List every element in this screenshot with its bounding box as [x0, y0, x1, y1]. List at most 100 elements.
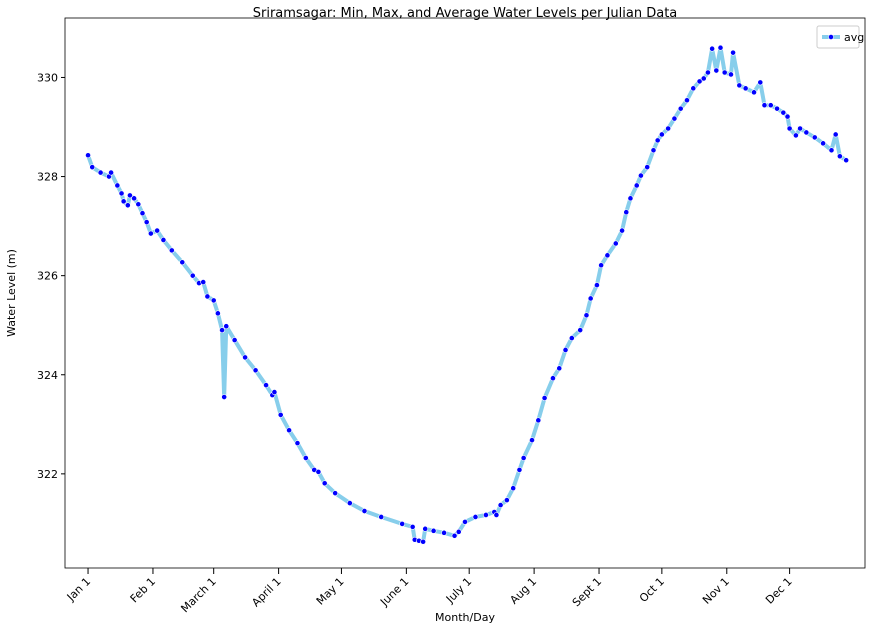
- marker: [321, 480, 328, 487]
- marker: [315, 468, 322, 475]
- marker: [378, 514, 385, 520]
- x-tick-label: April 1: [249, 575, 283, 609]
- marker: [684, 97, 690, 104]
- y-tick-label: 326: [37, 270, 58, 283]
- marker: [633, 182, 640, 189]
- marker: [520, 455, 527, 461]
- marker: [286, 427, 292, 434]
- marker: [568, 335, 575, 341]
- marker: [721, 69, 728, 76]
- marker: [742, 85, 749, 92]
- marker: [774, 105, 780, 112]
- marker: [168, 247, 175, 254]
- marker: [127, 192, 133, 199]
- marker: [399, 521, 406, 527]
- marker: [430, 527, 437, 534]
- marker: [231, 337, 238, 343]
- legend: avg: [816, 25, 864, 49]
- marker: [713, 67, 720, 74]
- marker: [709, 45, 716, 52]
- marker: [751, 89, 757, 96]
- marker: [583, 312, 590, 319]
- marker: [462, 519, 468, 525]
- marker: [780, 109, 787, 116]
- marker: [550, 375, 556, 382]
- marker: [118, 190, 125, 197]
- marker: [535, 417, 542, 424]
- x-tick-label: Oct 1: [637, 575, 667, 605]
- marker: [705, 69, 711, 76]
- marker: [277, 411, 284, 418]
- x-tick-label: March 1: [178, 575, 218, 615]
- marker: [223, 323, 230, 330]
- marker: [420, 538, 427, 545]
- marker: [263, 382, 269, 389]
- marker: [332, 490, 339, 497]
- marker: [294, 440, 301, 447]
- marker: [200, 279, 207, 285]
- x-tick-label: July 1: [443, 575, 474, 606]
- x-tick-label: Dec 1: [763, 575, 795, 607]
- marker: [483, 512, 489, 518]
- marker: [598, 262, 605, 269]
- x-tick-label: Nov 1: [700, 575, 732, 607]
- y-tick-label: 330: [37, 71, 58, 84]
- marker: [451, 532, 458, 539]
- marker: [623, 209, 630, 216]
- marker: [671, 115, 678, 122]
- marker: [120, 198, 127, 205]
- marker: [832, 131, 839, 138]
- marker: [346, 500, 353, 506]
- marker: [665, 125, 672, 132]
- marker: [619, 227, 625, 234]
- marker: [803, 129, 810, 136]
- marker: [271, 389, 278, 395]
- marker: [221, 394, 228, 400]
- marker: [503, 497, 510, 504]
- legend-marker: [828, 34, 834, 40]
- marker: [612, 240, 619, 247]
- marker: [556, 365, 563, 372]
- marker: [677, 105, 684, 112]
- marker: [843, 157, 850, 164]
- marker: [562, 347, 569, 353]
- marker: [85, 152, 91, 159]
- x-axis-label: Month/Day: [435, 611, 495, 624]
- marker: [820, 140, 827, 147]
- y-tick-label: 322: [37, 468, 58, 481]
- marker: [510, 485, 517, 492]
- marker: [650, 147, 657, 154]
- marker: [654, 137, 661, 144]
- marker: [97, 169, 104, 176]
- marker: [135, 201, 142, 208]
- marker: [154, 227, 161, 234]
- marker: [493, 512, 500, 518]
- marker: [594, 282, 600, 288]
- x-tick-label: June 1: [377, 575, 411, 609]
- marker: [361, 508, 368, 514]
- x-tick-label: Sept 1: [570, 575, 604, 609]
- marker: [786, 125, 793, 132]
- marker: [472, 514, 479, 520]
- marker: [210, 297, 217, 304]
- marker: [160, 237, 167, 243]
- marker: [219, 327, 225, 334]
- marker: [108, 169, 114, 176]
- marker: [242, 354, 249, 361]
- marker: [124, 202, 131, 209]
- marker: [690, 85, 697, 92]
- marker: [638, 172, 644, 179]
- x-tick-label: Aug 1: [507, 575, 539, 607]
- marker: [143, 219, 150, 226]
- marker: [147, 230, 154, 237]
- marker: [179, 259, 186, 266]
- marker: [761, 102, 768, 109]
- line: [86, 45, 848, 544]
- marker: [204, 293, 211, 300]
- legend-label: avg: [844, 31, 864, 44]
- marker: [114, 182, 121, 189]
- marker: [497, 502, 504, 508]
- marker: [767, 102, 774, 109]
- marker: [797, 125, 803, 132]
- marker: [736, 82, 743, 89]
